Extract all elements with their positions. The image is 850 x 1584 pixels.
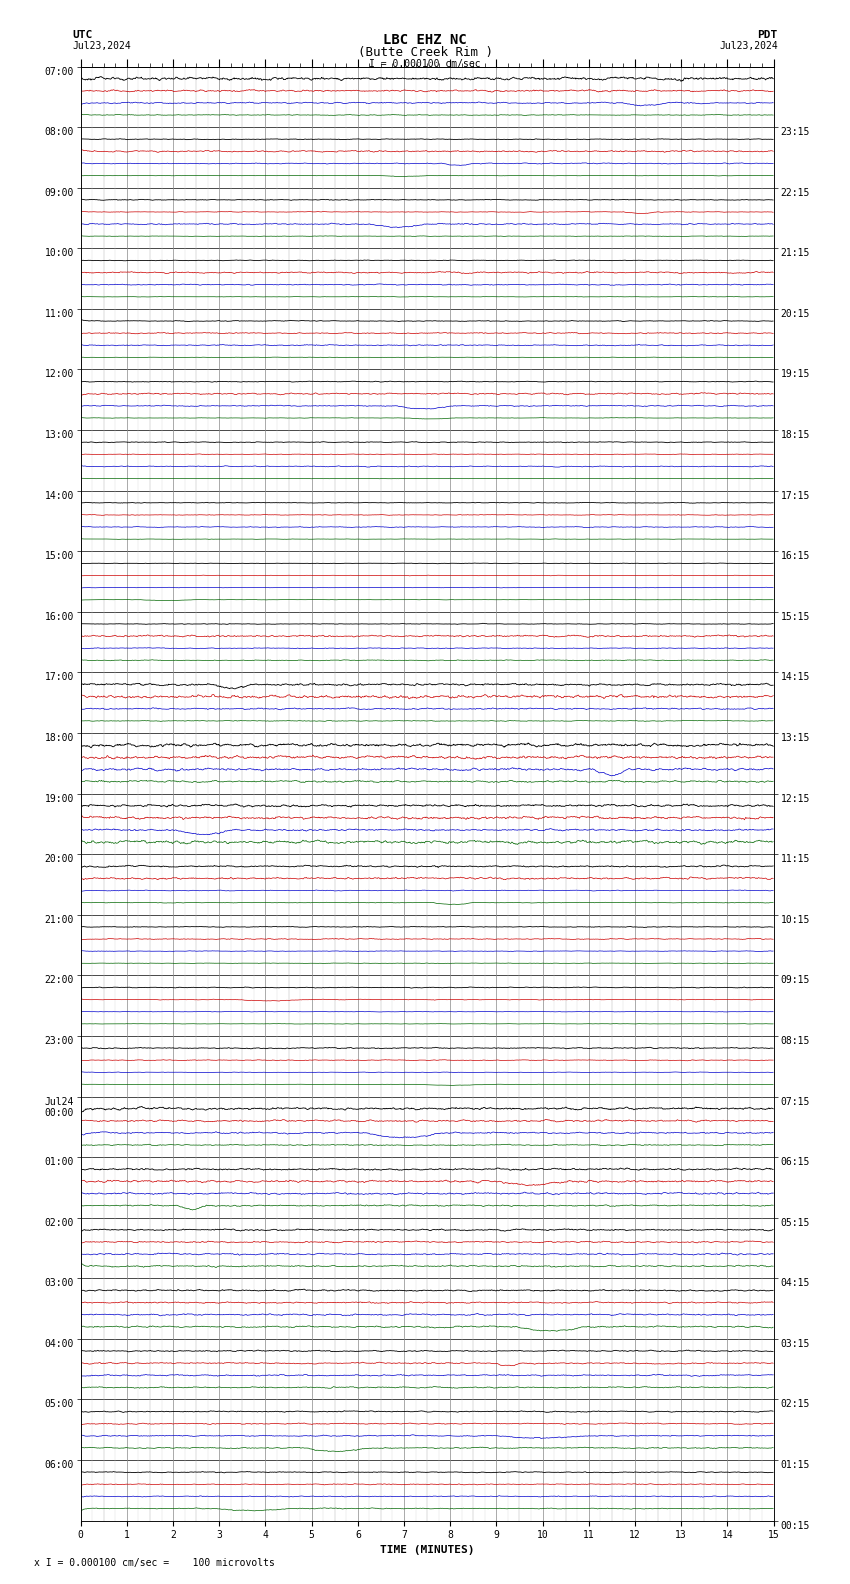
Text: I = 0.000100 cm/sec: I = 0.000100 cm/sec [369, 59, 481, 68]
Text: Jul23,2024: Jul23,2024 [719, 41, 778, 51]
Text: Jul23,2024: Jul23,2024 [72, 41, 131, 51]
Text: (Butte Creek Rim ): (Butte Creek Rim ) [358, 46, 492, 59]
Text: LBC EHZ NC: LBC EHZ NC [383, 33, 467, 48]
Text: UTC: UTC [72, 30, 93, 40]
Text: PDT: PDT [757, 30, 778, 40]
Text: x I = 0.000100 cm/sec =    100 microvolts: x I = 0.000100 cm/sec = 100 microvolts [34, 1559, 275, 1568]
X-axis label: TIME (MINUTES): TIME (MINUTES) [380, 1544, 474, 1554]
